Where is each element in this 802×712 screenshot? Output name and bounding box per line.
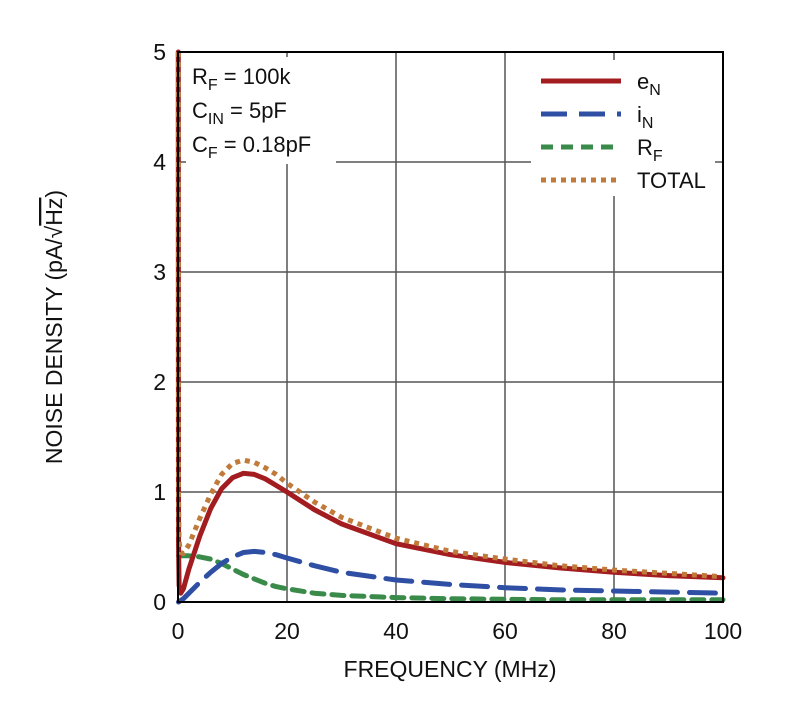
x-tick-label: 80 bbox=[601, 618, 627, 644]
y-tick-label: 1 bbox=[153, 479, 166, 505]
x-tick-label: 20 bbox=[274, 618, 300, 644]
series-line-in bbox=[176, 548, 726, 605]
y-tick-label: 0 bbox=[153, 589, 166, 615]
annotation-rf: RF = 100k bbox=[192, 64, 291, 94]
x-tick-label: 60 bbox=[492, 618, 518, 644]
y-axis-label-radicand: Hz bbox=[41, 198, 67, 226]
y-axis-label-suffix: ) bbox=[41, 190, 67, 198]
legend-label-total: TOTAL bbox=[637, 168, 706, 193]
x-tick-label: 0 bbox=[172, 618, 185, 644]
legend-label-rf: RF bbox=[637, 135, 663, 165]
annotation-cin: CIN = 5pF bbox=[192, 98, 287, 128]
y-tick-label: 3 bbox=[153, 259, 166, 285]
y-tick-label: 4 bbox=[153, 149, 166, 175]
series-line-rf bbox=[176, 553, 726, 603]
y-axis-label: NOISE DENSITY (pA/√Hz) bbox=[41, 190, 67, 464]
y-tick-label: 2 bbox=[153, 369, 166, 395]
y-tick-label: 5 bbox=[153, 39, 166, 65]
plot-frame bbox=[177, 51, 724, 603]
y-axis-label-radical: √ bbox=[41, 225, 67, 238]
series-line-en bbox=[175, 49, 726, 596]
y-axis-label-prefix: NOISE DENSITY (pA/ bbox=[41, 238, 67, 464]
x-tick-label: 100 bbox=[704, 618, 742, 644]
series-line-total bbox=[175, 51, 724, 580]
series-layer bbox=[175, 49, 726, 605]
legend-label-in: iN bbox=[637, 102, 653, 132]
x-tick-label: 40 bbox=[383, 618, 409, 644]
annotation-block: RF = 100k CIN = 5pF CF = 0.18pF bbox=[192, 64, 311, 162]
annotation-box bbox=[186, 57, 336, 164]
tick-labels: 0 20 40 60 80 100 0 1 2 3 4 5 bbox=[153, 39, 742, 644]
x-axis-label: FREQUENCY (MHz) bbox=[344, 656, 557, 682]
legend-label-en: eN bbox=[637, 69, 661, 99]
annotation-cf: CF = 0.18pF bbox=[192, 132, 311, 162]
